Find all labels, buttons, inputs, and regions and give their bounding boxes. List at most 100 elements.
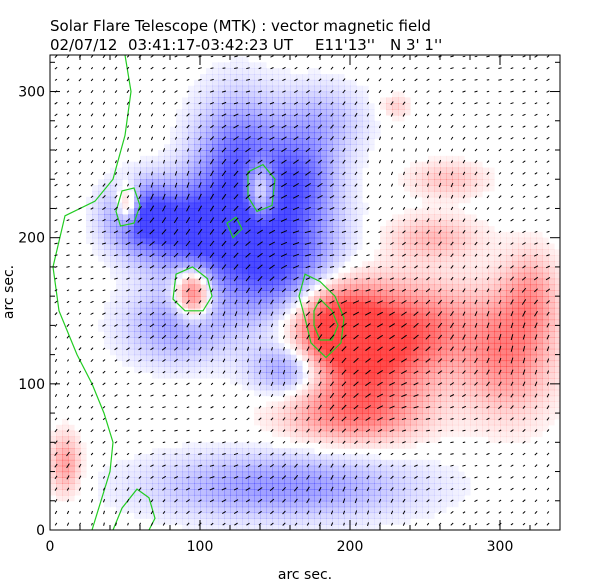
heat-cell: [344, 91, 351, 98]
heat-cell: [290, 85, 297, 93]
heat-cell: [434, 383, 441, 391]
field-vector: [402, 522, 406, 526]
heat-cell: [308, 144, 315, 151]
heat-cell: [392, 255, 399, 262]
heat-cell: [284, 103, 291, 110]
heat-cell: [398, 237, 405, 245]
field-vector: [210, 417, 214, 420]
heat-cell: [548, 337, 555, 344]
field-vector: [221, 476, 227, 479]
heat-cell: [164, 360, 171, 367]
heat-cell: [374, 378, 381, 385]
heat-cell: [398, 284, 405, 291]
heat-cell: [440, 231, 447, 239]
heat-cell: [356, 161, 363, 169]
heat-cell: [446, 261, 453, 268]
heat-cell: [338, 261, 345, 268]
heat-cell: [404, 342, 411, 350]
heat-cell: [254, 109, 261, 116]
heat-cell: [344, 161, 351, 169]
heat-cell: [146, 284, 153, 291]
heat-cell: [452, 331, 459, 338]
heat-cell: [380, 307, 387, 315]
heat-cell: [524, 342, 531, 350]
heat-cell: [446, 477, 453, 484]
heat-cell: [278, 378, 285, 385]
heat-cell: [530, 337, 537, 344]
field-vector: [318, 416, 322, 422]
heat-cell: [224, 161, 231, 169]
heat-cell: [266, 331, 273, 338]
heat-cell: [344, 284, 351, 291]
heat-cell: [242, 483, 249, 490]
heat-cell: [356, 150, 363, 157]
heat-cell: [236, 307, 243, 315]
heat-cell: [194, 360, 201, 367]
heat-cell: [374, 489, 381, 496]
heat-cell: [344, 231, 351, 239]
heat-cell: [236, 459, 243, 467]
heat-cell: [128, 261, 135, 268]
heat-cell: [554, 290, 560, 297]
heat-cell: [248, 196, 255, 204]
heat-cell: [338, 389, 345, 397]
heat-cell: [242, 74, 249, 81]
heat-cell: [230, 202, 237, 210]
heat-cell: [92, 226, 99, 233]
heat-cell: [326, 477, 333, 484]
heat-cell: [428, 506, 435, 514]
field-vector: [461, 405, 467, 409]
heat-cell: [554, 331, 560, 338]
heat-cell: [392, 407, 399, 414]
field-vector: [341, 393, 347, 399]
heat-cell: [266, 103, 273, 110]
heat-cell: [230, 226, 237, 233]
heat-cell: [278, 249, 285, 256]
heat-cell: [332, 261, 339, 268]
field-vector: [210, 406, 214, 409]
heat-cell: [164, 454, 171, 461]
heat-cell: [446, 161, 453, 169]
heat-cell: [152, 512, 159, 519]
heat-cell: [182, 302, 189, 309]
heat-cell: [530, 278, 537, 286]
heat-cell: [272, 231, 279, 239]
heat-cell: [302, 132, 309, 139]
heat-cell: [494, 407, 501, 414]
field-vector: [425, 406, 431, 409]
heat-cell: [422, 512, 429, 519]
heat-cell: [134, 465, 141, 473]
heat-cell: [392, 226, 399, 233]
field-vector: [233, 464, 239, 467]
heat-cell: [296, 132, 303, 139]
heat-cell: [482, 243, 489, 250]
heat-cell: [146, 307, 153, 315]
heat-cell: [464, 190, 471, 198]
heat-cell: [116, 319, 123, 326]
heat-cell: [452, 313, 459, 321]
heat-cell: [302, 231, 309, 239]
heat-cell: [452, 284, 459, 291]
heat-cell: [272, 266, 279, 274]
heat-cell: [344, 459, 351, 467]
heat-cell: [344, 272, 351, 280]
heat-cell: [506, 401, 513, 408]
heat-cell: [194, 179, 201, 186]
field-vector: [294, 522, 298, 526]
heat-cell: [302, 337, 309, 344]
heat-cell: [206, 68, 213, 75]
heat-cell: [326, 395, 333, 402]
heat-cell: [284, 79, 291, 87]
heat-cell: [524, 325, 531, 332]
field-vector: [534, 381, 538, 387]
heat-cell: [128, 243, 135, 250]
heat-cell: [494, 307, 501, 315]
heat-cell: [482, 185, 489, 192]
heat-cell: [338, 173, 345, 180]
heat-cell: [194, 284, 201, 291]
heat-cell: [284, 372, 291, 379]
heat-cell: [530, 231, 537, 239]
heat-cell: [542, 418, 549, 426]
heat-cell: [320, 372, 327, 379]
heat-cell: [254, 62, 261, 69]
